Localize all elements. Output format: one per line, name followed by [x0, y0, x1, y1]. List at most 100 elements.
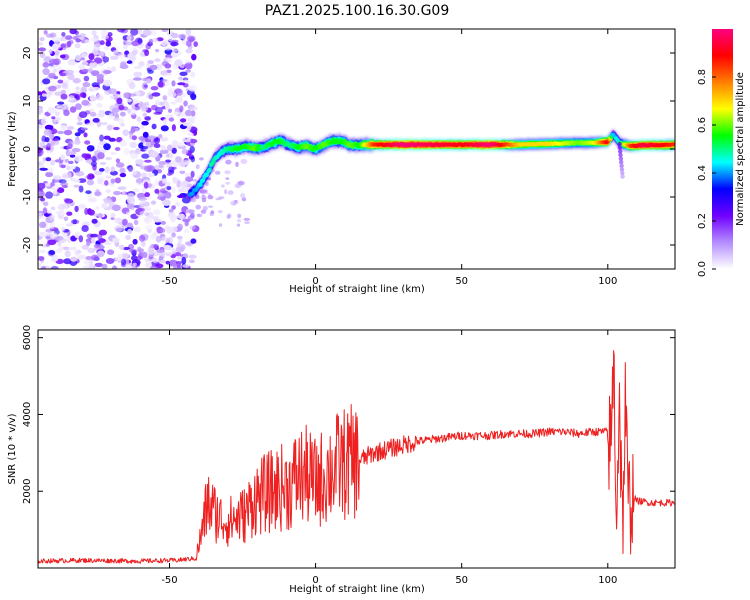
noise-speckle [45, 191, 54, 199]
noise-speckle [214, 170, 221, 175]
noise-speckle [224, 189, 228, 195]
noise-speckle [138, 61, 145, 67]
noise-speckle [189, 225, 196, 230]
noise-speckle [79, 92, 87, 98]
noise-speckle [168, 108, 172, 113]
noise-speckle [107, 32, 113, 37]
noise-speckle [136, 116, 142, 123]
noise-speckle [198, 157, 204, 161]
noise-speckle [188, 254, 197, 259]
noise-speckle [243, 217, 250, 221]
noise-speckle [138, 102, 147, 109]
noise-speckle [67, 143, 73, 150]
noise-speckle [184, 172, 190, 178]
noise-speckle [119, 244, 125, 250]
ridge-cell [198, 182, 203, 187]
noise-speckle [68, 246, 77, 251]
noise-speckle [185, 69, 191, 73]
noise-speckle [50, 181, 55, 187]
noise-speckle [167, 87, 175, 93]
noise-speckle [175, 96, 183, 103]
noise-speckle [142, 131, 149, 138]
colorbar-ticks: 0.0 0.2 0.4 0.6 0.8 [697, 69, 716, 277]
noise-speckle [104, 242, 113, 246]
noise-speckle [115, 158, 120, 163]
noise-speckle [141, 153, 150, 159]
noise-speckle [74, 155, 84, 162]
noise-speckle [163, 72, 172, 76]
colorbar-tick-label: 0.6 [697, 117, 708, 133]
noise-speckle [93, 43, 102, 48]
noise-speckle [52, 175, 62, 181]
noise-speckle [63, 129, 73, 136]
noise-speckle [132, 238, 138, 245]
noise-speckle [118, 105, 125, 111]
noise-speckle [160, 220, 166, 225]
noise-speckle [125, 211, 131, 216]
noise-speckle [122, 44, 128, 50]
noise-speckle [165, 260, 170, 265]
noise-speckle [241, 197, 247, 202]
noise-speckle [41, 135, 47, 143]
noise-speckle [99, 168, 105, 172]
noise-speckle [171, 248, 176, 253]
noise-speckle [178, 76, 183, 81]
noise-speckle [93, 213, 99, 217]
noise-speckle [173, 111, 179, 116]
noise-speckle [49, 214, 55, 221]
noise-speckle [90, 237, 96, 244]
y-tick-label: -10 [22, 189, 33, 205]
noise-speckle [114, 147, 121, 151]
noise-speckle [96, 73, 104, 80]
colorbar-tick-label: 0.8 [697, 69, 708, 85]
noise-speckle [72, 77, 81, 84]
noise-speckle [127, 164, 134, 172]
noise-speckle [60, 226, 65, 232]
noise-speckle [207, 195, 214, 200]
noise-speckle [160, 259, 166, 264]
noise-speckle [75, 171, 85, 177]
noise-speckle [121, 258, 127, 266]
noise-speckle [81, 39, 86, 44]
noise-speckle [77, 254, 86, 260]
ridge-spur-cell [618, 152, 623, 158]
noise-speckle [48, 250, 55, 256]
noise-speckle [105, 189, 111, 194]
noise-speckle [126, 60, 133, 64]
noise-speckle [64, 158, 69, 163]
noise-speckle [179, 181, 188, 189]
noise-speckle [183, 228, 190, 234]
noise-speckle [163, 47, 173, 51]
noise-speckle [170, 41, 179, 47]
noise-speckle [96, 94, 104, 101]
noise-speckle [110, 151, 117, 155]
noise-speckle [84, 140, 91, 145]
colorbar-tick-label: 0.4 [697, 165, 708, 181]
noise-speckle [113, 126, 120, 131]
noise-speckle [38, 182, 46, 190]
noise-speckle [60, 154, 66, 161]
noise-speckle [145, 78, 152, 84]
noise-speckle [49, 141, 55, 147]
noise-speckle [133, 65, 142, 70]
noise-speckle [60, 103, 69, 109]
noise-speckle [141, 240, 146, 247]
noise-speckle [97, 213, 103, 218]
noise-speckle [144, 116, 151, 121]
noise-speckle [189, 259, 195, 264]
noise-speckle [78, 235, 84, 243]
noise-speckle [46, 225, 55, 230]
noise-speckle [190, 93, 197, 101]
noise-speckle [182, 139, 191, 143]
y-tick-label: -20 [22, 237, 33, 253]
noise-speckle [122, 39, 127, 45]
noise-speckle [185, 29, 192, 36]
ridge-cell [207, 167, 212, 173]
noise-speckle [66, 165, 71, 171]
noise-speckle [160, 79, 168, 82]
noise-speckle [115, 162, 125, 168]
noise-speckle [166, 172, 172, 176]
y-tick-label: 6000 [22, 325, 33, 350]
noise-speckle [168, 208, 174, 213]
noise-speckle [168, 117, 175, 122]
